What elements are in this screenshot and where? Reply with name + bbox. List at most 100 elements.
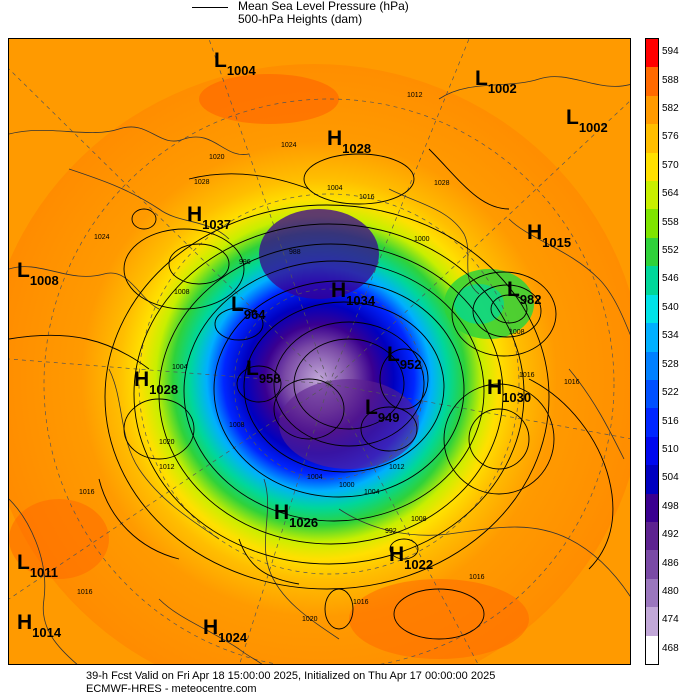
system-letter: L bbox=[17, 259, 30, 282]
low-pressure-center: L952 bbox=[387, 343, 422, 372]
isobar-label: 988 bbox=[289, 249, 301, 256]
colorbar-swatch bbox=[646, 266, 658, 296]
colorbar-label: 474 bbox=[662, 614, 679, 626]
system-pressure: 1024 bbox=[218, 630, 248, 645]
system-letter: L bbox=[507, 278, 520, 301]
isobar-label: 1012 bbox=[389, 464, 405, 471]
colorbar-label: 594 bbox=[662, 46, 679, 58]
isobar-label: 1008 bbox=[229, 422, 245, 429]
isobar-label: 1020 bbox=[159, 439, 175, 446]
low-pressure-center: L1002 bbox=[475, 67, 517, 96]
isobar-labels: 1012 1024 1020 1028 1024 1004 1016 1028 996 1000 1… bbox=[77, 92, 580, 623]
high-pressure-center: H1015 bbox=[527, 221, 571, 250]
system-pressure: 1037 bbox=[202, 217, 231, 232]
isobar-label: 1016 bbox=[564, 379, 580, 386]
isobar-label: 1000 bbox=[339, 482, 355, 489]
weather-map: L1004 H1028 L1002 L1002 H1037 H1015 L1008 L982 H… bbox=[8, 38, 631, 665]
system-pressure: 1030 bbox=[502, 390, 531, 405]
low-pressure-center: L1004 bbox=[214, 49, 257, 78]
system-pressure: 1015 bbox=[542, 235, 571, 250]
high-pressure-center: H1014 bbox=[17, 611, 62, 640]
isobar-label: 1012 bbox=[159, 464, 175, 471]
colorbar-swatch bbox=[646, 493, 658, 523]
isobar-label: 1028 bbox=[434, 180, 450, 187]
system-letter: H bbox=[327, 127, 342, 150]
high-pressure-center: H1024 bbox=[203, 616, 248, 645]
colorbar-swatch bbox=[646, 294, 658, 324]
system-pressure: 1028 bbox=[149, 382, 178, 397]
height-field bbox=[9, 64, 630, 664]
high-pressure-center: H1028 bbox=[134, 368, 178, 397]
coastlines bbox=[9, 76, 630, 664]
isobar-label: 1012 bbox=[407, 92, 423, 99]
isobar-label: 1016 bbox=[79, 489, 95, 496]
colorbar-swatch bbox=[646, 379, 658, 409]
colorbar-label: 576 bbox=[662, 131, 679, 143]
colorbar-label: 528 bbox=[662, 358, 679, 370]
isobar-label: 1004 bbox=[172, 364, 188, 371]
colorbar-swatch bbox=[646, 209, 658, 239]
system-pressure: 1002 bbox=[488, 81, 517, 96]
colorbar-label: 516 bbox=[662, 415, 679, 427]
system-pressure: 964 bbox=[244, 307, 266, 322]
mslp-legend-label: Mean Sea Level Pressure (hPa) bbox=[238, 0, 409, 13]
isobar-label: 1020 bbox=[209, 154, 225, 161]
system-letter: H bbox=[487, 376, 502, 399]
map-footer: 39-h Fcst Valid on Fri Apr 18 15:00:00 2… bbox=[86, 670, 646, 696]
cutoff-low-core bbox=[454, 284, 504, 324]
isobar-label: 1008 bbox=[174, 289, 190, 296]
isobar-label: 996 bbox=[239, 259, 251, 266]
isobar-label: 1016 bbox=[469, 574, 485, 581]
colorbar-label: 468 bbox=[662, 642, 679, 654]
system-letter: L bbox=[365, 396, 378, 419]
system-pressure: 1034 bbox=[346, 293, 376, 308]
isobar-label: 1028 bbox=[194, 179, 210, 186]
low-pressure-center: L949 bbox=[365, 396, 400, 425]
colorbar-swatch bbox=[646, 67, 658, 97]
colorbar-swatch bbox=[646, 181, 658, 210]
colorbar-swatch bbox=[646, 521, 658, 551]
trough-lobe bbox=[279, 379, 419, 469]
isobar-label: 1024 bbox=[94, 234, 110, 241]
colorbar-label: 534 bbox=[662, 330, 679, 342]
isobar-label: 1016 bbox=[353, 599, 369, 606]
forecast-valid-text: 39-h Fcst Valid on Fri Apr 18 15:00:00 2… bbox=[86, 670, 496, 682]
isobar-label: 1004 bbox=[327, 185, 343, 192]
high-pressure-center: H1026 bbox=[274, 501, 318, 530]
colorbar-swatch bbox=[646, 635, 658, 665]
colorbar-swatch bbox=[646, 39, 658, 68]
isobar-label: 992 bbox=[385, 528, 397, 535]
colorbar-labels: 594 588 582 576 570 564 558 552 546 540 534 528 522 5… bbox=[662, 38, 681, 665]
colorbar-label: 498 bbox=[662, 500, 679, 512]
system-pressure: 1011 bbox=[30, 565, 58, 580]
colorbar-swatch bbox=[646, 607, 658, 637]
isobar-label: 1024 bbox=[281, 142, 297, 149]
system-pressure: 1022 bbox=[404, 557, 433, 572]
isobar-label: 1020 bbox=[302, 616, 318, 623]
system-pressure: 1002 bbox=[579, 120, 608, 135]
colorbar-label: 552 bbox=[662, 245, 679, 257]
low-pressure-center: L1008 bbox=[17, 259, 59, 288]
system-letter: L bbox=[475, 67, 488, 90]
colorbar-label: 588 bbox=[662, 74, 679, 86]
system-letter: H bbox=[187, 203, 202, 226]
isobar-label: 1008 bbox=[411, 516, 427, 523]
system-letter: L bbox=[566, 106, 579, 129]
high-pressure-center: H1022 bbox=[389, 543, 433, 572]
isobar-label: 1008 bbox=[509, 329, 525, 336]
system-pressure: 1014 bbox=[32, 625, 62, 640]
colorbar-swatch bbox=[646, 152, 658, 182]
low-pressure-center: L964 bbox=[231, 293, 266, 322]
system-pressure: 1004 bbox=[227, 63, 257, 78]
system-letter: H bbox=[331, 279, 346, 302]
isobar-label: 1000 bbox=[414, 236, 430, 243]
system-letter: H bbox=[17, 611, 32, 634]
colorbar-swatch bbox=[646, 237, 658, 267]
heights-legend-label: 500-hPa Heights (dam) bbox=[238, 12, 363, 26]
colorbar-swatch bbox=[646, 95, 658, 125]
warm-pocket bbox=[9, 499, 109, 579]
system-letter: L bbox=[214, 49, 227, 72]
system-pressure: 952 bbox=[400, 357, 422, 372]
low-pressure-center: L982 bbox=[507, 278, 542, 307]
